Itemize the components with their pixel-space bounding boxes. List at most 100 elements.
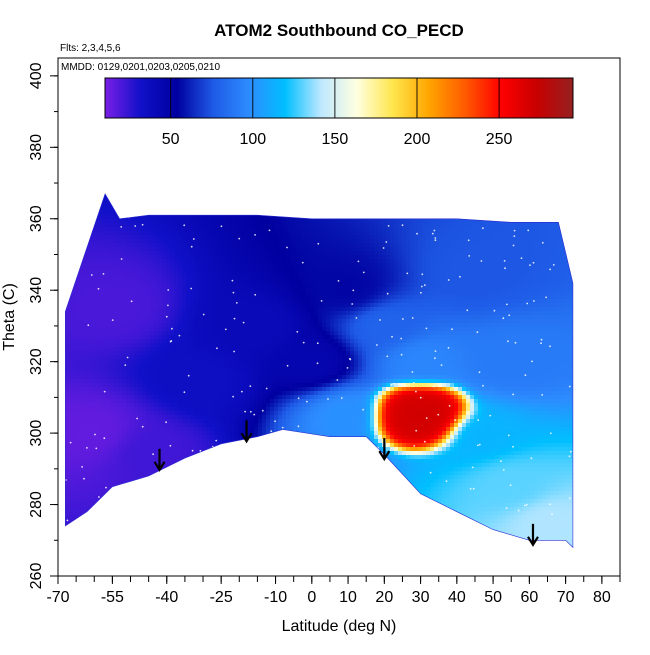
field-cell xyxy=(150,207,155,212)
field-cell xyxy=(210,543,215,548)
field-cell xyxy=(158,363,163,368)
field-cell xyxy=(250,411,255,416)
field-cell xyxy=(178,347,183,352)
field-cell xyxy=(178,363,183,368)
field-cell xyxy=(258,387,263,392)
field-cell xyxy=(166,427,171,432)
field-cell xyxy=(146,255,151,260)
field-cell xyxy=(186,207,191,212)
field-cell xyxy=(150,519,155,524)
field-cell xyxy=(74,499,79,504)
field-cell xyxy=(130,431,135,436)
field-cell xyxy=(234,235,239,240)
field-cell xyxy=(210,527,215,532)
field-cell xyxy=(174,199,179,204)
field-cell xyxy=(242,535,247,540)
field-cell xyxy=(246,283,251,288)
field-cell xyxy=(122,395,127,400)
field-cell xyxy=(150,439,155,444)
field-cell xyxy=(262,451,267,456)
field-cell xyxy=(226,187,231,192)
field-cell xyxy=(114,515,119,520)
field-cell xyxy=(210,271,215,276)
field-cell xyxy=(126,227,131,232)
field-cell xyxy=(86,359,91,364)
field-cell xyxy=(202,315,207,320)
field-cell xyxy=(250,423,255,428)
field-cell xyxy=(178,411,183,416)
field-cell xyxy=(178,471,183,476)
field-cell xyxy=(65,223,67,228)
field-cell xyxy=(70,279,75,284)
field-cell xyxy=(65,435,67,440)
field-cell xyxy=(110,219,115,224)
field-cell xyxy=(86,495,91,500)
field-cell xyxy=(262,295,267,300)
field-cell xyxy=(194,495,199,500)
field-cell xyxy=(110,331,115,336)
field-cell xyxy=(142,395,147,400)
field-cell xyxy=(86,231,91,236)
field-cell xyxy=(246,215,251,220)
field-cell xyxy=(66,227,71,232)
field-cell xyxy=(90,383,95,388)
field-cell xyxy=(234,335,239,340)
field-cell xyxy=(86,351,91,356)
field-cell xyxy=(270,283,275,288)
field-cell xyxy=(170,419,175,424)
field-cell xyxy=(214,423,219,428)
field-cell xyxy=(162,407,167,412)
field-cell xyxy=(170,243,175,248)
field-cell xyxy=(186,259,191,264)
field-cell xyxy=(158,543,163,548)
field-cell xyxy=(158,199,163,204)
field-cell xyxy=(258,491,263,496)
field-cell xyxy=(134,323,139,328)
field-cell xyxy=(134,183,139,188)
field-cell xyxy=(114,459,119,464)
field-cell xyxy=(126,259,131,264)
field-cell xyxy=(122,443,127,448)
field-cell xyxy=(118,383,123,388)
field-cell xyxy=(162,431,167,436)
field-cell xyxy=(110,503,115,508)
field-cell xyxy=(138,303,143,308)
field-cell xyxy=(102,295,107,300)
field-cell xyxy=(226,193,231,196)
field-cell xyxy=(250,199,255,204)
field-cell xyxy=(78,207,83,212)
field-cell xyxy=(198,195,203,200)
field-cell xyxy=(154,539,159,544)
field-cell xyxy=(58,487,63,492)
field-cell xyxy=(202,519,207,524)
field-cell xyxy=(170,431,175,436)
field-cell xyxy=(86,219,91,224)
field-cell xyxy=(266,371,271,376)
field-cell xyxy=(230,327,235,332)
field-cell xyxy=(94,195,99,200)
field-cell xyxy=(234,443,239,448)
field-cell xyxy=(222,519,227,524)
field-cell xyxy=(146,219,151,224)
field-cell xyxy=(122,315,127,320)
field-cell xyxy=(158,547,163,548)
field-cell xyxy=(154,251,159,256)
field-cell xyxy=(186,183,191,188)
field-cell xyxy=(254,415,259,420)
field-cell xyxy=(66,391,71,396)
field-cell xyxy=(234,223,239,228)
field-cell xyxy=(126,223,131,228)
field-cell xyxy=(166,415,171,420)
field-cell xyxy=(258,187,263,192)
field-cell xyxy=(146,435,151,440)
field-cell xyxy=(78,247,83,252)
field-cell xyxy=(138,343,143,348)
field-cell xyxy=(258,199,263,204)
field-cell xyxy=(158,339,163,344)
field-cell xyxy=(65,327,67,332)
field-cell xyxy=(150,227,155,232)
field-cell xyxy=(186,327,191,332)
field-cell xyxy=(102,319,107,324)
field-cell xyxy=(58,543,63,548)
field-cell xyxy=(214,183,219,188)
